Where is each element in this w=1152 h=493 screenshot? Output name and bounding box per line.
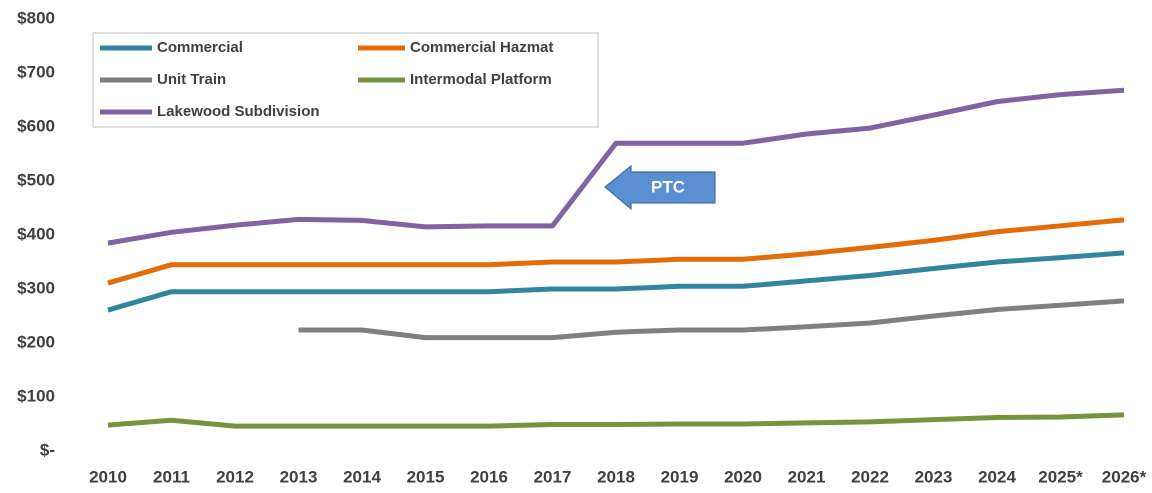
legend-label: Commercial <box>157 39 243 56</box>
legend-label: Unit Train <box>157 71 226 88</box>
y-tick-label: $700 <box>17 62 55 81</box>
x-tick-label: 2025* <box>1038 467 1083 486</box>
x-tick-label: 2023 <box>915 467 953 486</box>
x-tick-label: 2021 <box>788 467 826 486</box>
x-tick-label: 2019 <box>661 467 699 486</box>
x-tick-label: 2013 <box>280 467 318 486</box>
y-tick-label: $300 <box>17 278 55 297</box>
series-line <box>107 217 1125 286</box>
y-tick-label: $200 <box>17 332 55 351</box>
x-tick-label: 2026* <box>1102 467 1147 486</box>
legend-label: Commercial Hazmat <box>410 39 553 56</box>
x-tick-label: 2017 <box>534 467 572 486</box>
x-tick-label: 2018 <box>597 467 635 486</box>
series-line <box>298 298 1125 341</box>
legend-box <box>92 32 599 128</box>
legend-label: Intermodal Platform <box>410 71 552 88</box>
x-tick-label: 2014 <box>343 467 381 486</box>
annotation: PTC <box>651 177 685 196</box>
x-tick-label: 2012 <box>216 467 254 486</box>
y-tick-label: $400 <box>17 224 55 243</box>
x-tick-label: 2010 <box>89 467 127 486</box>
series-line <box>107 87 1125 246</box>
series-line <box>107 250 1125 313</box>
y-tick-label: $- <box>40 440 55 459</box>
legend-label: Lakewood Subdivision <box>157 103 320 120</box>
series-line <box>107 412 1125 429</box>
ptc-arrow <box>604 164 716 211</box>
x-tick-label: 2011 <box>153 467 190 486</box>
y-tick-label: $600 <box>17 116 55 135</box>
y-tick-label: $100 <box>17 386 55 405</box>
x-tick-label: 2022 <box>851 467 889 486</box>
x-tick-label: 2024 <box>978 467 1016 486</box>
x-tick-label: 2016 <box>470 467 508 486</box>
y-tick-label: $800 <box>17 8 55 27</box>
y-tick-label: $500 <box>17 170 55 189</box>
x-tick-label: 2015 <box>407 467 445 486</box>
x-tick-label: 2020 <box>724 467 762 486</box>
